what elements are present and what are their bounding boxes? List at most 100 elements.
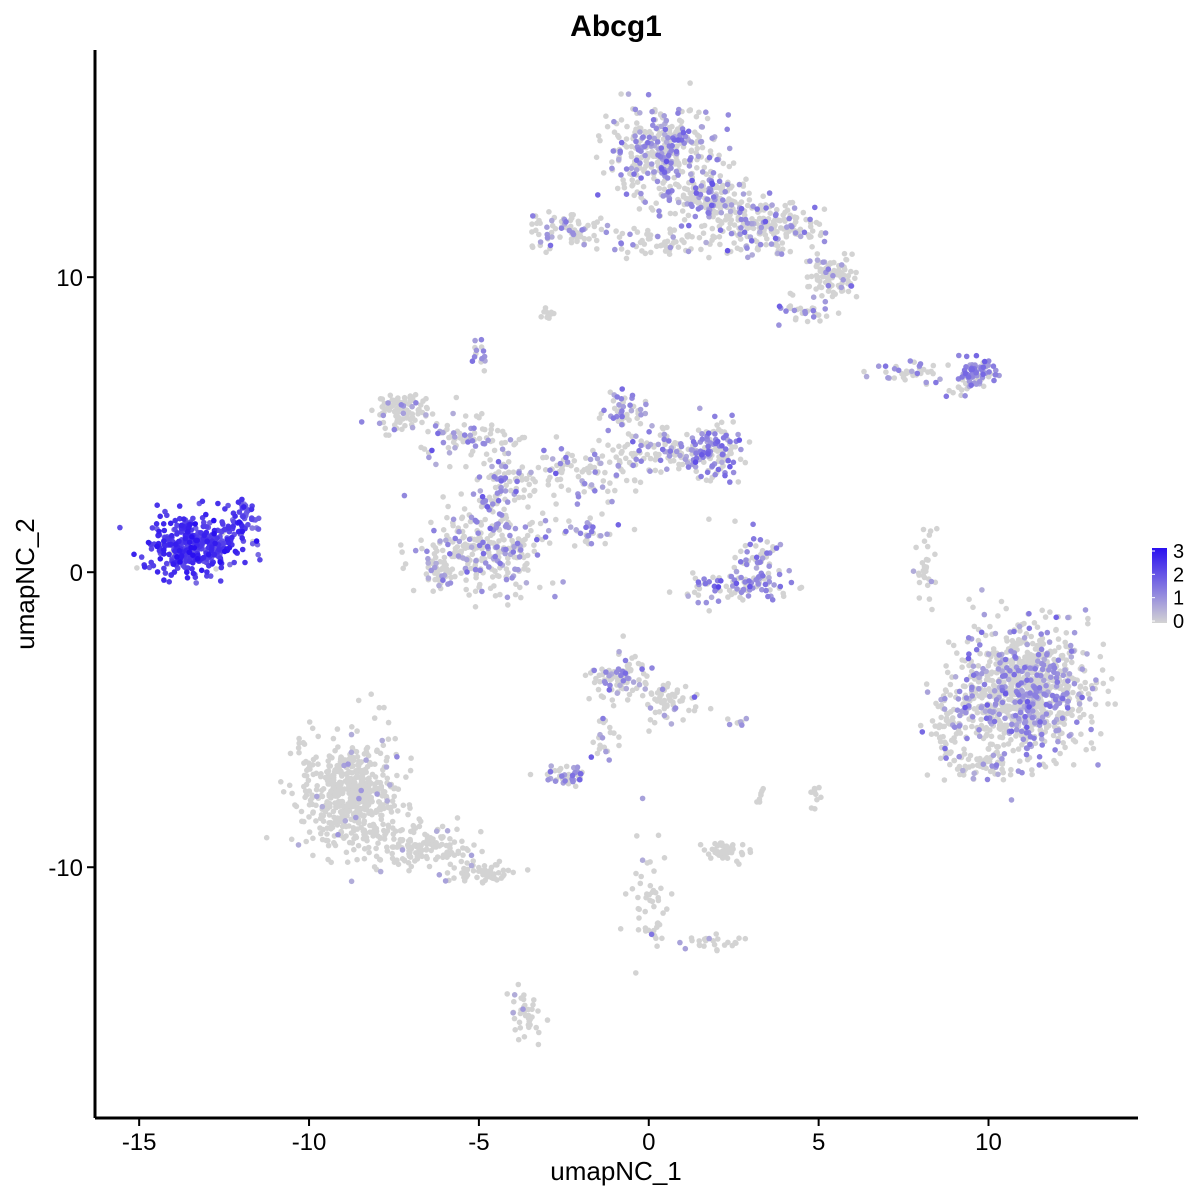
data-point <box>782 218 788 224</box>
data-point <box>1041 691 1047 697</box>
data-point <box>929 606 935 613</box>
data-point <box>684 186 691 193</box>
data-point <box>743 561 750 568</box>
data-point <box>1000 769 1006 776</box>
data-point <box>338 768 344 774</box>
data-point <box>515 981 522 988</box>
data-point <box>959 664 965 670</box>
data-point <box>503 515 510 521</box>
data-point <box>1100 641 1107 648</box>
data-point <box>950 715 956 721</box>
data-point <box>825 266 832 273</box>
data-point <box>727 220 733 227</box>
data-point <box>186 539 193 545</box>
data-point <box>373 845 379 852</box>
data-point <box>706 154 713 161</box>
data-point <box>671 693 678 700</box>
data-point <box>768 226 774 232</box>
data-point <box>320 818 327 824</box>
data-point <box>534 552 541 558</box>
data-point <box>656 185 663 192</box>
data-point <box>366 849 372 856</box>
data-point <box>646 891 653 898</box>
data-point <box>627 402 633 409</box>
data-point <box>715 936 721 942</box>
data-point <box>542 517 549 524</box>
data-point <box>635 894 641 901</box>
data-point <box>970 775 977 782</box>
data-point <box>706 254 712 261</box>
data-point <box>685 248 692 255</box>
data-point <box>623 136 630 142</box>
data-point <box>379 396 386 402</box>
data-point <box>440 494 446 500</box>
data-point <box>348 749 355 756</box>
data-point <box>522 524 529 530</box>
data-point <box>200 523 207 530</box>
data-point <box>657 694 663 701</box>
data-point <box>422 831 428 838</box>
data-point <box>377 868 384 875</box>
data-point <box>628 143 635 150</box>
data-point <box>569 452 575 459</box>
data-point <box>717 227 724 233</box>
data-point <box>982 692 989 698</box>
data-point <box>987 741 994 747</box>
data-point <box>579 227 585 233</box>
data-point <box>505 867 512 874</box>
data-point <box>464 569 470 575</box>
data-point <box>400 802 407 809</box>
data-point <box>1035 651 1042 658</box>
data-point <box>1010 747 1016 754</box>
data-point <box>239 535 245 541</box>
data-point <box>730 459 737 466</box>
data-point <box>530 213 536 219</box>
data-point <box>1020 736 1027 743</box>
data-point <box>528 469 534 476</box>
data-point <box>612 246 618 253</box>
data-point <box>400 410 407 417</box>
data-point <box>750 203 756 210</box>
data-point <box>599 735 606 741</box>
data-point <box>526 481 532 488</box>
data-point <box>743 557 749 563</box>
data-point <box>1105 701 1111 707</box>
data-point <box>1001 742 1007 748</box>
data-point <box>981 611 988 618</box>
data-point <box>838 284 845 291</box>
data-point <box>500 867 507 874</box>
data-point <box>895 367 902 374</box>
data-point <box>163 560 170 567</box>
data-point <box>920 572 927 579</box>
data-point <box>782 202 788 209</box>
data-point <box>845 273 852 279</box>
data-point <box>654 139 661 145</box>
data-point <box>354 754 361 760</box>
data-point <box>843 257 850 263</box>
data-point <box>472 604 479 610</box>
data-point <box>380 412 387 419</box>
data-point <box>920 526 927 533</box>
data-point <box>177 559 183 565</box>
data-point <box>647 705 654 711</box>
data-point <box>535 464 542 471</box>
data-point <box>701 459 707 466</box>
data-point <box>642 686 648 692</box>
data-point <box>822 298 829 305</box>
data-point <box>663 117 670 124</box>
data-point <box>738 225 744 231</box>
data-point <box>656 208 662 214</box>
data-point <box>568 212 575 218</box>
data-point <box>718 419 725 426</box>
data-point <box>1071 680 1078 687</box>
data-point <box>469 438 476 444</box>
data-point <box>806 283 813 290</box>
data-point <box>650 887 657 894</box>
data-point <box>1029 714 1036 721</box>
data-point <box>577 233 584 240</box>
data-point <box>487 585 494 592</box>
data-point <box>820 273 826 280</box>
data-point <box>929 718 936 724</box>
data-point <box>687 157 693 163</box>
data-point <box>727 438 733 445</box>
